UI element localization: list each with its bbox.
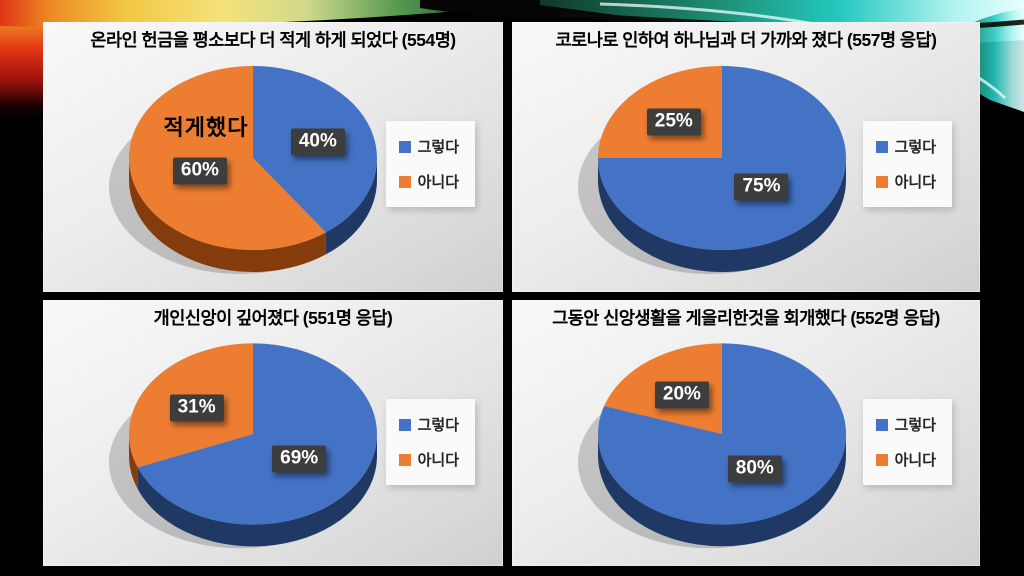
legend: 그렇다 아니다 [862,121,952,207]
pie-side-no [129,158,326,272]
legend-item-no: 아니다 [875,449,936,470]
legend-swatch-no-icon [875,453,888,466]
pie-side-yes [598,433,846,547]
pie-label-no: 60% [172,157,227,185]
legend-label-no: 아니다 [417,452,459,469]
legend-swatch-yes-icon [875,418,888,431]
chart-title: 코로나로 인하여 하나님과 더 가까와 졌다 (557명 응답) [555,30,937,50]
legend-swatch-no-icon [875,175,888,188]
chart-title: 개인신앙이 깊어졌다 (551명 응답) [153,308,393,328]
legend-item-yes: 그렇다 [875,414,936,435]
legend-item-no: 아니다 [875,171,936,192]
pie-slice-yes [598,343,847,525]
pie-side-yes [137,433,378,547]
pie-slice-no [128,66,326,250]
legend-label-no: 아니다 [894,174,936,191]
pie-side-yes [325,158,377,255]
legend-swatch-no-icon [398,453,411,466]
legend-label-no: 아니다 [417,174,459,191]
legend: 그렇다 아니다 [385,121,475,207]
pie-label-yes: 75% [734,173,789,201]
legend-label-no: 아니다 [894,452,936,469]
pie-slice-yes [137,343,377,525]
legend: 그렇다 아니다 [862,399,952,485]
legend-label-yes: 그렇다 [894,139,936,156]
legend-label-yes: 그렇다 [417,139,459,156]
legend-swatch-no-icon [398,175,411,188]
legend-item-no: 아니다 [398,171,459,192]
pie-side-no [128,433,138,490]
legend-label-yes: 그렇다 [894,417,936,434]
legend: 그렇다 아니다 [385,399,475,485]
legend-swatch-yes-icon [875,140,888,153]
legend-item-yes: 그렇다 [398,414,459,435]
legend-label-yes: 그렇다 [417,417,459,434]
legend-swatch-yes-icon [398,418,411,431]
chart-panel-deeper-faith: 개인신앙이 깊어졌다 (551명 응답) 69% 31% 그렇다 아니다 [43,300,503,566]
pie-label-yes: 40% [290,128,345,156]
chart-title: 온라인 헌금을 평소보다 더 적게 하게 되었다 (554명) [90,30,456,50]
chart-panel-repentance: 그동안 신앙생활을 게을리한것을 회개했다 (552명 응답) 80% 20% … [512,300,980,566]
pie-annotation: 적게했다 [163,115,249,140]
legend-item-yes: 그렇다 [875,136,936,157]
chart-title: 그동안 신앙생활을 게을리한것을 회개했다 (552명 응답) [552,308,940,328]
chart-panel-closer-to-god: 코로나로 인하여 하나님과 더 가까와 졌다 (557명 응답) 75% 25%… [512,22,980,292]
pie-label-no: 25% [646,108,701,136]
pie-label-yes: 69% [272,445,327,473]
pie-label-no: 20% [654,381,709,409]
pie-label-yes: 80% [727,455,782,483]
legend-item-no: 아니다 [398,449,459,470]
pie-chart [109,343,378,549]
pie-label-no: 31% [169,394,224,422]
legend-swatch-yes-icon [398,140,411,153]
legend-item-yes: 그렇다 [398,136,459,157]
pie-side-yes [598,158,846,272]
chart-panel-online-offering: 온라인 헌금을 평소보다 더 적게 하게 되었다 (554명) 적게했다 40%… [43,22,503,292]
